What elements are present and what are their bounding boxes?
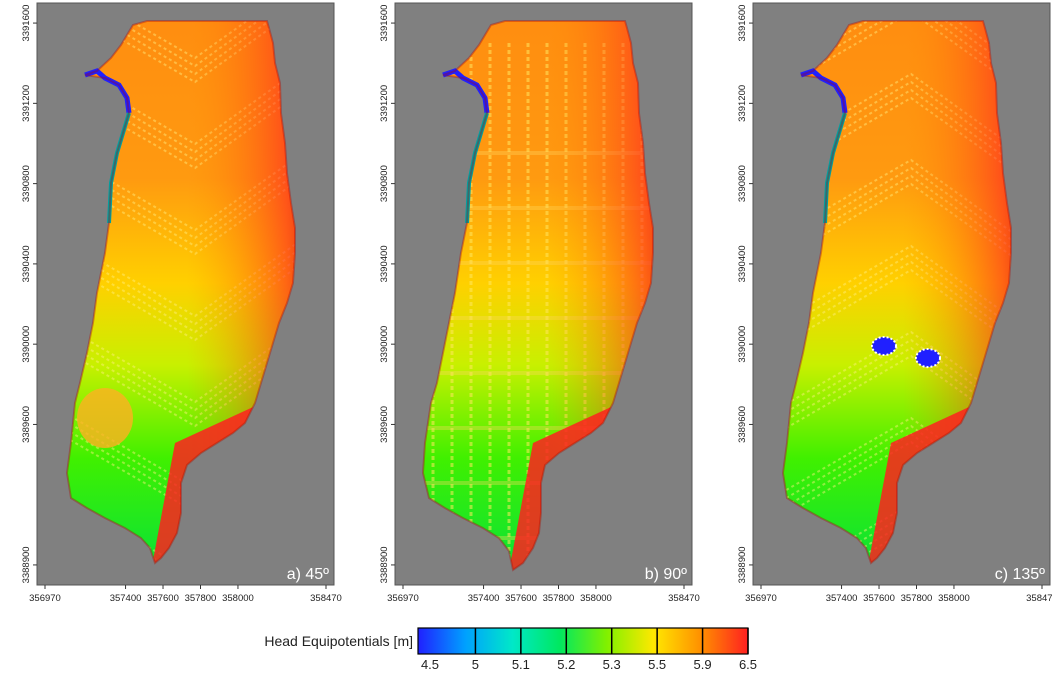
y-tick-label: 3390000 — [21, 326, 32, 363]
depression-zone — [915, 348, 941, 368]
x-tick-label: 357800 — [543, 593, 575, 604]
local-high-zone — [77, 388, 133, 448]
x-tick-label: 356970 — [387, 593, 419, 604]
y-tick-label: 3390400 — [21, 245, 32, 282]
panel: b) 90º 356970 357400 357600 357800 358000 3584… — [379, 2, 700, 604]
y-tick-label: 3390000 — [379, 326, 390, 363]
x-tick-label: 356970 — [745, 593, 777, 604]
x-tick-label: 357800 — [901, 593, 933, 604]
west-low-boundary — [84, 68, 132, 114]
colorbar-level-label: 5 — [472, 657, 479, 672]
x-tick-label: 358000 — [580, 593, 612, 604]
x-tick-label: 357600 — [505, 593, 537, 604]
y-tick-label: 3390000 — [737, 326, 748, 363]
y-tick-label: 3391200 — [379, 85, 390, 122]
y-tick-label: 3389600 — [21, 406, 32, 443]
y-tick-label: 3391200 — [737, 85, 748, 122]
x-tick-label: 358470 — [1026, 593, 1052, 604]
panel-label: b) 90º — [645, 566, 687, 583]
y-tick-label: 3388900 — [379, 546, 390, 583]
domain-outline — [65, 20, 296, 565]
colorbar-level-label: 4.5 — [421, 657, 439, 672]
panel: c) 135º 356970 357400 357600 357800 358000 358… — [737, 2, 1052, 604]
y-tick-label: 3390400 — [737, 245, 748, 282]
colorbar-level-label: 5.9 — [694, 657, 712, 672]
west-boundary — [465, 112, 489, 224]
x-tick-label: 357600 — [863, 593, 895, 604]
domain-outline — [421, 20, 654, 572]
panel-label: a) 45º — [287, 566, 329, 583]
y-tick-label: 3388900 — [737, 546, 748, 583]
y-tick-label: 3388900 — [21, 546, 32, 583]
y-tick-label: 3391600 — [21, 5, 32, 42]
y-tick-label: 3390800 — [737, 165, 748, 202]
colorbar-level-label: 5.1 — [512, 657, 530, 672]
y-tick-label: 3391600 — [379, 5, 390, 42]
y-tick-label: 3390800 — [379, 165, 390, 202]
y-tick-label: 3391600 — [737, 5, 748, 42]
x-tick-label: 357800 — [185, 593, 217, 604]
x-tick-label: 357600 — [147, 593, 179, 604]
west-low-boundary — [800, 68, 848, 114]
x-tick-label: 358000 — [222, 593, 254, 604]
x-tick-label: 356970 — [29, 593, 61, 604]
colorbar-level-label: 5.2 — [557, 657, 575, 672]
x-tick-label: 357400 — [826, 593, 858, 604]
x-tick-label: 357400 — [468, 593, 500, 604]
y-tick-label: 3390800 — [21, 165, 32, 202]
x-tick-label: 357400 — [110, 593, 142, 604]
colorbar-title: Head Equipotentials [m] — [264, 633, 413, 649]
colorbar: Head Equipotentials [m] 4.5 5 5.1 5.2 5.3 5.5 5… — [264, 627, 757, 672]
colorbar-level-label: 6.5 — [739, 657, 757, 672]
colorbar-level-label: 5.5 — [648, 657, 666, 672]
west-boundary — [107, 112, 131, 224]
domain-outline — [781, 20, 1012, 565]
x-tick-label: 358470 — [310, 593, 342, 604]
panel: a) 45º 356970 357400 357600 357800 358000 3584… — [21, 2, 342, 604]
y-tick-label: 3389600 — [737, 406, 748, 443]
x-tick-label: 358470 — [668, 593, 700, 604]
y-tick-label: 3390400 — [379, 245, 390, 282]
x-tick-label: 358000 — [938, 593, 970, 604]
y-tick-label: 3389600 — [379, 406, 390, 443]
west-boundary — [823, 112, 847, 224]
depression-zone — [871, 336, 897, 356]
colorbar-level-label: 5.3 — [603, 657, 621, 672]
colorbar-ramp — [417, 627, 749, 655]
panel-label: c) 135º — [995, 566, 1045, 583]
west-low-boundary — [442, 68, 490, 114]
y-tick-label: 3391200 — [21, 85, 32, 122]
